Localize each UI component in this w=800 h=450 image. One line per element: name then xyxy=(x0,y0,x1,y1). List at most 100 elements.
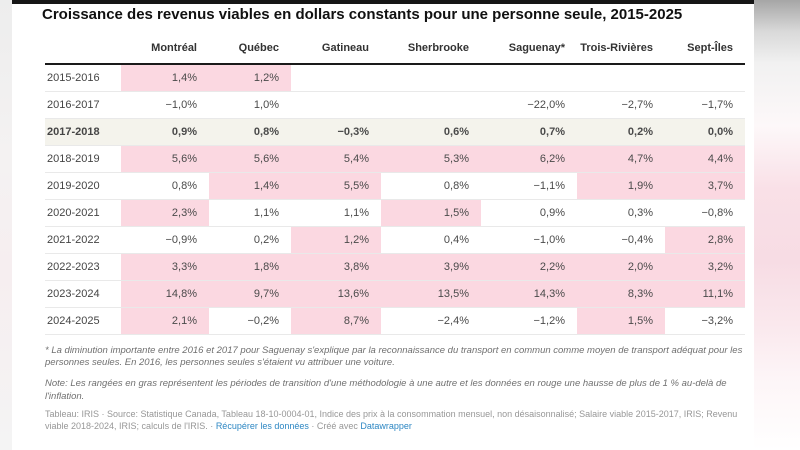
value-cell: −1,0% xyxy=(121,91,209,119)
value-cell: 0,8% xyxy=(381,172,481,200)
value-cell: −0,3% xyxy=(291,118,381,146)
value-cell: 1,8% xyxy=(209,253,291,281)
row-label: 2015-2016 xyxy=(45,63,121,92)
row-label: 2017-2018 xyxy=(45,118,121,146)
value-cell: 3,2% xyxy=(665,253,745,281)
table-row: 2017-2018 0,9% 0,8% −0,3% 0,6% 0,7% 0,2% 0,0% xyxy=(45,118,745,146)
column-header: Québec xyxy=(209,37,291,65)
value-cell: 2,1% xyxy=(121,307,209,335)
right-blur-edge xyxy=(754,0,800,450)
row-label: 2020-2021 xyxy=(45,199,121,227)
methodology-note: Note: Les rangées en gras représentent l… xyxy=(45,378,727,402)
value-cell: 14,8% xyxy=(121,280,209,308)
row-label: 2024-2025 xyxy=(45,307,121,335)
row-label: 2023-2024 xyxy=(45,280,121,308)
row-label: 2019-2020 xyxy=(45,172,121,200)
value-cell: 2,0% xyxy=(577,253,665,281)
value-cell: 13,5% xyxy=(381,280,481,308)
column-header: Sherbrooke xyxy=(381,37,481,65)
value-cell: −0,4% xyxy=(577,226,665,254)
value-cell: 4,7% xyxy=(577,145,665,173)
corner-header xyxy=(45,37,121,65)
value-cell: 5,3% xyxy=(381,145,481,173)
value-cell: 1,2% xyxy=(291,226,381,254)
header-row: Montréal Québec Gatineau Sherbrooke Saguenay… xyxy=(45,37,745,65)
footnote-saguenay: * La diminution importante entre 2016 et… xyxy=(45,344,743,369)
value-cell: 0,7% xyxy=(481,118,577,146)
value-cell: 0,6% xyxy=(381,118,481,146)
value-cell: 2,8% xyxy=(665,226,745,254)
top-black-bar xyxy=(8,0,755,4)
value-cell: 0,0% xyxy=(665,118,745,146)
value-cell: −1,7% xyxy=(665,91,745,119)
get-data-link[interactable]: Récupérer les données xyxy=(215,421,309,432)
value-cell: 0,9% xyxy=(481,199,577,227)
value-cell: 0,9% xyxy=(121,118,209,146)
table-body: 2015-2016 1,4% 1,2% 2016-2017 −1,0% 1,0% −22,0… xyxy=(45,63,745,335)
value-cell: −3,2% xyxy=(665,307,745,335)
created-with-text: · Créé avec xyxy=(308,421,361,432)
value-cell: 1,5% xyxy=(381,199,481,227)
row-label: 2018-2019 xyxy=(45,145,121,173)
value-cell: 9,7% xyxy=(209,280,291,308)
value-cell: 1,1% xyxy=(291,199,381,227)
value-cell xyxy=(577,63,665,92)
value-cell: 1,0% xyxy=(209,91,291,119)
value-cell: 2,2% xyxy=(481,253,577,281)
value-cell: 0,4% xyxy=(381,226,481,254)
value-cell xyxy=(291,63,381,92)
column-header: Trois-Rivières xyxy=(577,37,665,65)
value-cell: 4,4% xyxy=(665,145,745,173)
value-cell: −22,0% xyxy=(481,91,577,119)
value-cell: 11,1% xyxy=(665,280,745,308)
chart-container: Croissance des revenus viables en dollar… xyxy=(42,6,754,433)
column-header: Sept-Îles xyxy=(665,37,745,65)
value-cell: 3,3% xyxy=(121,253,209,281)
column-header: Gatineau xyxy=(291,37,381,65)
column-header: Montréal xyxy=(121,37,209,65)
value-cell xyxy=(665,63,745,92)
row-label: 2022-2023 xyxy=(45,253,121,281)
table-row: 2022-2023 3,3% 1,8% 3,8% 3,9% 2,2% 2,0% 3,2% xyxy=(45,253,745,281)
row-label: 2016-2017 xyxy=(45,91,121,119)
table-row: 2016-2017 −1,0% 1,0% −22,0% −2,7% −1,7% xyxy=(45,91,745,119)
value-cell: −0,2% xyxy=(209,307,291,335)
chart-title: Croissance des revenus viables en dollar… xyxy=(42,6,683,23)
value-cell: 5,5% xyxy=(291,172,381,200)
value-cell: 3,7% xyxy=(665,172,745,200)
column-header: Saguenay* xyxy=(481,37,577,65)
value-cell: −1,1% xyxy=(481,172,577,200)
value-cell: −0,8% xyxy=(665,199,745,227)
value-cell: 5,6% xyxy=(209,145,291,173)
value-cell: 8,3% xyxy=(577,280,665,308)
source-line: Tableau: IRIS · Source: Statistique Cana… xyxy=(45,408,751,433)
value-cell: 1,2% xyxy=(209,63,291,92)
value-cell: −2,4% xyxy=(381,307,481,335)
table-row: 2024-2025 2,1% −0,2% 8,7% −2,4% −1,2% 1,5% −3,2… xyxy=(45,307,745,335)
table-row: 2020-2021 2,3% 1,1% 1,1% 1,5% 0,9% 0,3% −0,8% xyxy=(45,199,745,227)
value-cell: 6,2% xyxy=(481,145,577,173)
value-cell: 1,5% xyxy=(577,307,665,335)
value-cell: 3,8% xyxy=(291,253,381,281)
source-text: Tableau: IRIS · Source: Statistique Cana… xyxy=(45,408,738,432)
row-label: 2021-2022 xyxy=(45,226,121,254)
value-cell: 0,2% xyxy=(209,226,291,254)
left-blur-edge xyxy=(0,0,12,450)
value-cell xyxy=(481,63,577,92)
value-cell: 0,8% xyxy=(209,118,291,146)
value-cell: 1,4% xyxy=(209,172,291,200)
value-cell: 8,7% xyxy=(291,307,381,335)
value-cell: 0,2% xyxy=(577,118,665,146)
table-header: Montréal Québec Gatineau Sherbrooke Saguenay… xyxy=(45,37,745,65)
value-cell xyxy=(291,91,381,119)
table-row: 2018-2019 5,6% 5,6% 5,4% 5,3% 6,2% 4,7% 4,4% xyxy=(45,145,745,173)
value-cell: 0,3% xyxy=(577,199,665,227)
datawrapper-link[interactable]: Datawrapper xyxy=(360,421,412,432)
value-cell: −2,7% xyxy=(577,91,665,119)
data-table: Montréal Québec Gatineau Sherbrooke Saguenay… xyxy=(45,37,745,335)
value-cell: 13,6% xyxy=(291,280,381,308)
value-cell: 3,9% xyxy=(381,253,481,281)
value-cell: 5,6% xyxy=(121,145,209,173)
table-row: 2021-2022 −0,9% 0,2% 1,2% 0,4% −1,0% −0,4% 2,8% xyxy=(45,226,745,254)
table-row: 2015-2016 1,4% 1,2% xyxy=(45,63,745,92)
